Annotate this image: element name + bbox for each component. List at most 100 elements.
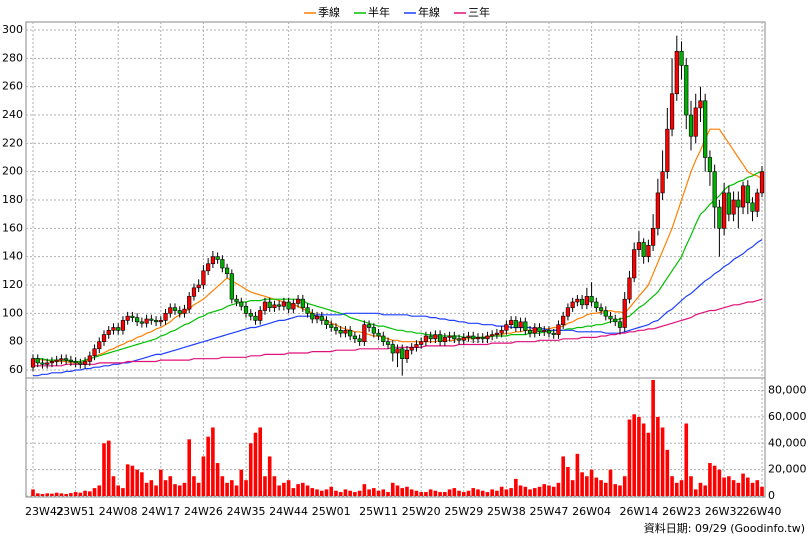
candle-body — [698, 100, 703, 109]
x-tick-label: 24W44 — [269, 505, 308, 518]
volume-bar — [31, 489, 35, 496]
volume-bar — [230, 480, 234, 496]
volume-bar — [556, 482, 561, 496]
y-tick-label: 120 — [2, 278, 23, 291]
volume-bar — [239, 469, 244, 496]
candle-body — [509, 320, 514, 325]
candle-body — [343, 330, 348, 334]
volume-bar — [201, 456, 206, 496]
candle-body — [755, 192, 760, 212]
volume-bar — [182, 482, 187, 496]
candle-body — [688, 114, 694, 137]
candle-body — [253, 315, 258, 321]
candle-body — [466, 335, 471, 338]
candle-body — [54, 359, 59, 362]
volume-bar — [116, 485, 121, 496]
y-tick-label: 240 — [2, 108, 23, 121]
volume-bar — [102, 443, 106, 496]
candle-body — [390, 344, 395, 354]
candle-body — [163, 313, 168, 321]
candle-body — [182, 308, 187, 314]
candle-body — [300, 298, 305, 308]
volume-bar — [452, 488, 457, 496]
volume-bar — [585, 476, 589, 496]
candle-body — [187, 296, 192, 310]
y-tick-label: 60 — [9, 363, 23, 376]
volume-bar — [215, 463, 220, 496]
candle-body — [310, 313, 315, 320]
volume-bar — [35, 493, 40, 496]
candle-body — [172, 307, 178, 311]
candle-body — [404, 349, 410, 359]
volume-bar — [206, 436, 210, 496]
candle-body — [92, 348, 97, 357]
candle-body — [428, 335, 433, 340]
volume-bar — [301, 482, 305, 496]
volume-bar — [248, 443, 253, 496]
candle-body — [632, 249, 637, 279]
volume-bar — [722, 477, 726, 496]
volume-bar — [736, 482, 741, 496]
y2-tick-label: 0 — [768, 489, 775, 502]
candle-body — [272, 304, 277, 308]
candle-body — [442, 337, 447, 342]
volume-bar — [575, 453, 580, 496]
candle-body — [64, 358, 69, 361]
volume-bar — [140, 472, 144, 496]
volume-bar — [490, 489, 494, 496]
x-tick-label: 26W40 — [743, 505, 782, 518]
volume-bar — [286, 480, 291, 496]
candle-body — [740, 185, 746, 208]
volume-bar — [220, 476, 225, 496]
candle-body — [149, 318, 154, 321]
volume-bar — [409, 489, 414, 496]
y2-tick-label: 60,000 — [768, 410, 807, 423]
volume-bar — [130, 465, 135, 496]
volume-bar — [338, 492, 343, 496]
volume-bar — [97, 485, 102, 496]
candle-body — [291, 303, 296, 310]
volume-bar — [443, 492, 447, 496]
candle-body — [35, 358, 40, 364]
candle-body — [139, 321, 144, 324]
volume-bar — [438, 492, 442, 496]
candle-body — [651, 228, 656, 246]
volume-bar — [106, 440, 111, 496]
volume-bar — [192, 476, 196, 496]
candle-body — [385, 341, 391, 345]
volume-bar — [348, 490, 352, 496]
candle-body — [49, 361, 55, 364]
volume-bar — [357, 490, 362, 496]
candle-body — [395, 348, 400, 354]
candle-body — [712, 171, 717, 208]
volume-bar — [211, 427, 215, 496]
volume-bar — [727, 476, 731, 496]
x-tick-label: 25W01 — [312, 505, 351, 518]
candle-body — [546, 330, 552, 334]
candle-body — [423, 335, 429, 342]
candle-body — [248, 313, 253, 317]
candle-body — [262, 301, 268, 311]
volume-bar — [121, 488, 125, 496]
volume-bar — [679, 480, 684, 496]
volume-bar — [73, 492, 78, 496]
volume-bar — [461, 492, 466, 496]
volume-bar — [693, 489, 698, 496]
candle-body — [603, 310, 608, 317]
candle-body — [461, 337, 466, 341]
candle-body — [243, 305, 249, 314]
candle-body — [40, 362, 45, 365]
volume-bar — [329, 486, 334, 496]
volume-bar — [50, 493, 54, 496]
candle-body — [400, 348, 405, 359]
candle-body — [598, 307, 604, 311]
x-tick-label: 23W42 — [25, 505, 64, 518]
candle-body — [319, 315, 324, 321]
candle-body — [570, 301, 575, 308]
volume-bar — [376, 490, 381, 496]
candle-body — [622, 298, 627, 328]
candle-body — [191, 287, 197, 297]
candle-body — [333, 327, 339, 331]
volume-bar — [618, 485, 622, 496]
volume-bar — [282, 482, 286, 496]
